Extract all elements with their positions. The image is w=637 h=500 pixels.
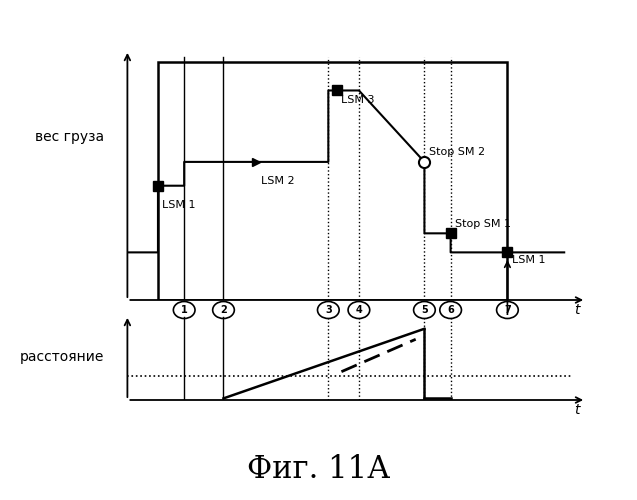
Bar <box>158 62 508 300</box>
Text: 5: 5 <box>421 305 428 315</box>
Text: вес груза: вес груза <box>35 130 104 144</box>
Text: расстояние: расстояние <box>20 350 104 364</box>
Text: LSM 1: LSM 1 <box>512 255 545 265</box>
Text: LSM 3: LSM 3 <box>341 95 375 105</box>
Text: 1: 1 <box>181 305 187 315</box>
Text: 3: 3 <box>325 305 332 315</box>
Text: LSM 2: LSM 2 <box>261 176 294 186</box>
Text: Stop SM 2: Stop SM 2 <box>429 147 485 157</box>
Text: 6: 6 <box>447 305 454 315</box>
Text: Фиг. 11А: Фиг. 11А <box>247 454 390 486</box>
Text: t: t <box>575 302 580 316</box>
Text: Stop SM 1: Stop SM 1 <box>455 218 511 228</box>
Text: 2: 2 <box>220 305 227 315</box>
Text: 4: 4 <box>355 305 362 315</box>
Text: t: t <box>575 402 580 416</box>
Text: 7: 7 <box>504 305 511 315</box>
Text: LSM 1: LSM 1 <box>162 200 196 210</box>
